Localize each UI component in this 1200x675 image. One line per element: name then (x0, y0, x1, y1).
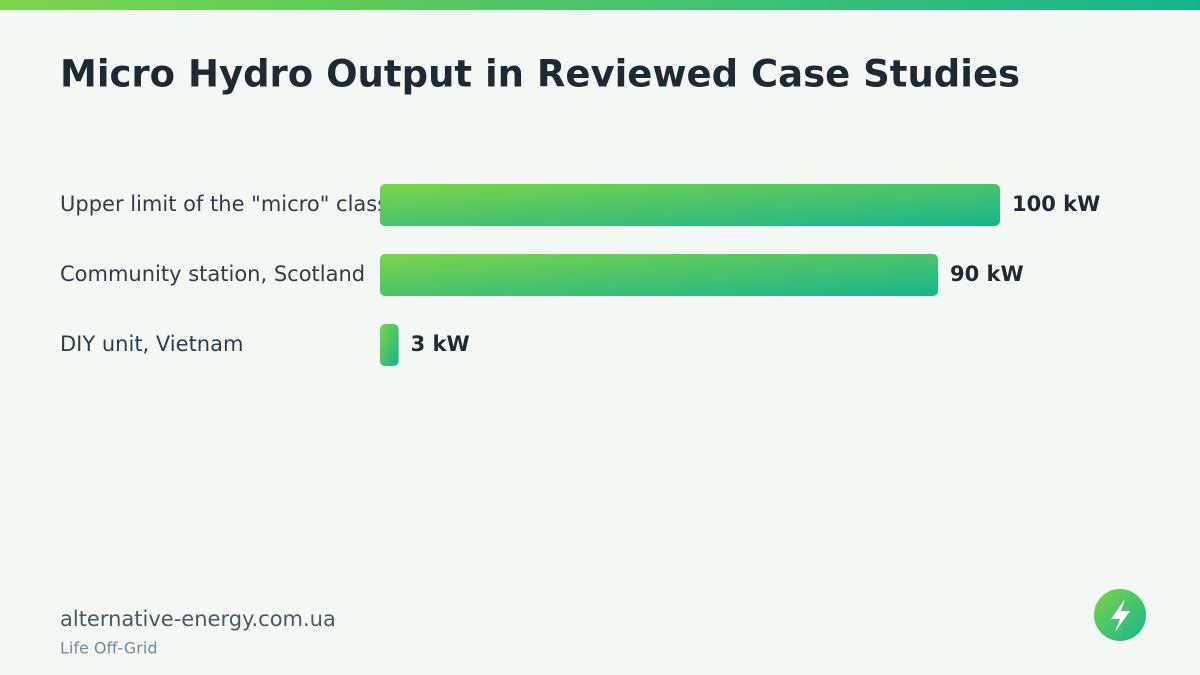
category-label: DIY unit, Vietnam (60, 332, 243, 356)
value-label: 3 kW (411, 332, 470, 356)
chart-title: Micro Hydro Output in Reviewed Case Stud… (60, 53, 1020, 96)
top-accent (0, 0, 1200, 10)
bar (380, 254, 938, 296)
tagline: Life Off-Grid (60, 639, 157, 658)
logo-badge (1094, 589, 1146, 641)
value-label: 100 kW (1012, 192, 1100, 216)
category-label: Upper limit of the "micro" class (60, 192, 388, 216)
bar (380, 324, 399, 366)
category-label: Community station, Scotland (60, 262, 365, 286)
value-label: 90 kW (950, 262, 1024, 286)
bar (380, 184, 1000, 226)
site-name: alternative-energy.com.ua (60, 607, 336, 631)
